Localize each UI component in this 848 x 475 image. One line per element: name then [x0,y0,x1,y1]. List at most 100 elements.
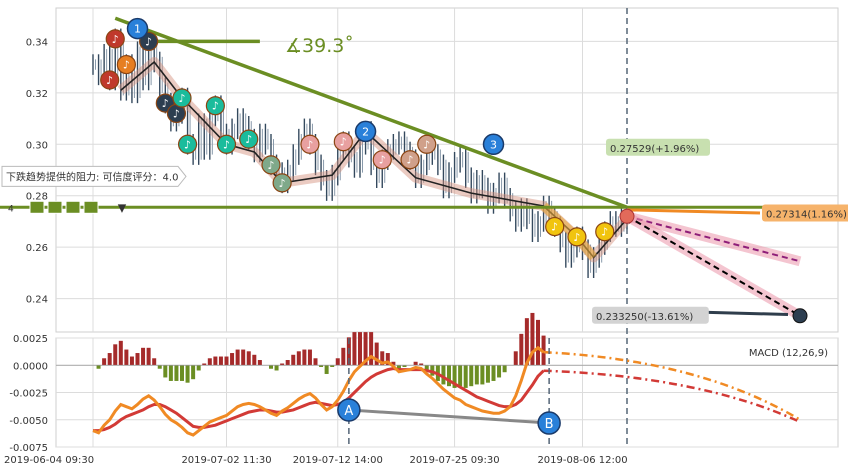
histogram-bar [146,347,151,366]
histogram-bar [324,365,329,374]
histogram-bar [191,365,196,380]
wave-number-marker [126,17,149,40]
histogram-bar [269,365,273,369]
histogram-bar [307,349,312,366]
price-callout-text: 0.27314(1.16%) [766,209,847,220]
note-marker-glyph: ♪ [106,74,113,87]
macd-y-tick: 0.0000 [13,361,48,372]
target-arrow [694,310,789,317]
divergence-label: B [545,417,554,432]
price-callout-box [606,138,710,156]
signal-projection [543,369,801,424]
note-marker [400,150,420,170]
histogram-bar [452,365,457,388]
note-marker-glyph: ♪ [407,154,414,167]
note-marker [205,96,225,116]
projection-low [626,215,801,317]
macd-line [92,345,545,437]
histogram-bar [485,365,490,383]
note-marker [567,227,587,247]
note-marker [177,134,198,154]
badge-icon [83,200,99,214]
histogram-bar [174,365,179,381]
histogram-bar [396,365,401,369]
note-marker-glyph: ♪ [145,35,152,48]
price-y-tick: 0.24 [26,295,48,306]
histogram-bar [196,365,201,371]
histogram-bar [257,360,262,366]
histogram-bar [441,365,446,385]
histogram-bar [313,358,318,366]
histogram-bar [96,365,101,369]
histogram-bar [469,365,474,387]
projection-band [625,211,802,267]
histogram-bar [274,365,279,371]
note-marker-glyph: ♪ [245,133,252,146]
price-panel [55,7,839,333]
histogram-bar [502,365,507,373]
histogram-bar [530,312,535,366]
note-marker [545,216,565,237]
macd-y-tick: 0.0025 [13,334,48,345]
note-marker [300,134,320,154]
x-tick-label: 2019-06-04 09:30 [4,455,94,466]
note-marker-glyph: ♪ [212,100,219,113]
note-marker [172,88,192,108]
x-tick-label: 2019-08-06 12:00 [537,455,627,466]
histogram-bar [463,365,468,388]
histogram-bar [224,356,229,366]
histogram-bar [363,332,368,366]
note-marker-glyph: ♪ [173,107,180,120]
note-marker [372,150,392,170]
resistance-annotation-text: 下跌趋势提供的阻力: 可信度评分：4.0 [6,170,178,183]
histogram-bar [280,363,285,366]
histogram-bar [352,332,357,366]
note-marker [239,129,259,149]
badge-icon [47,200,63,214]
note-marker-glyph: ♪ [306,138,313,151]
macd-y-tick: -0.0050 [9,416,48,427]
histogram-bar [369,332,374,366]
trend-angle-label: ∡39.3˚ [285,35,354,57]
price-y-tick: 0.34 [26,37,48,48]
histogram-bar [207,358,212,366]
histogram-bar [135,353,140,366]
x-tick-label: 2019-07-25 09:30 [410,455,500,466]
x-tick-label: 2019-07-02 11:30 [181,455,271,466]
note-marker [216,134,237,154]
macd-y-tick: -0.0075 [9,443,48,454]
note-marker [595,222,615,242]
histogram-bar [285,360,290,366]
note-marker [272,173,292,193]
histogram-bar [152,358,157,366]
histogram-bar [180,365,184,381]
histogram-bar [213,356,218,366]
note-marker-glyph: ♪ [162,97,169,110]
histogram-bar [513,351,518,366]
macd-title: MACD (12,26,9) [749,348,828,359]
wave-number-label: 3 [490,138,497,151]
histogram-bar [218,356,223,366]
wave-number-label: 1 [134,23,141,36]
histogram-bar [235,349,240,366]
note-marker-glyph: ♪ [267,159,274,172]
histogram-bar [107,353,112,366]
histogram-bar [402,365,407,367]
histogram-bar [157,365,162,369]
histogram-bar [358,332,362,366]
histogram-bar [474,365,479,385]
resistance-annotation-box [1,165,187,187]
histogram-bar [163,365,168,378]
target-price-marker [792,308,808,324]
wave-number-marker [482,133,505,156]
resistance-trendline [114,16,628,209]
badge-end-icon: ▼ [118,201,127,214]
histogram-bar [519,333,524,366]
price-callout-box [592,306,709,324]
note-marker [261,155,281,175]
note-marker [116,54,136,75]
histogram-bar [129,356,134,366]
price-y-tick: 0.28 [26,192,48,203]
price-y-tick: 0.26 [26,243,48,254]
badge-icon [65,200,81,214]
